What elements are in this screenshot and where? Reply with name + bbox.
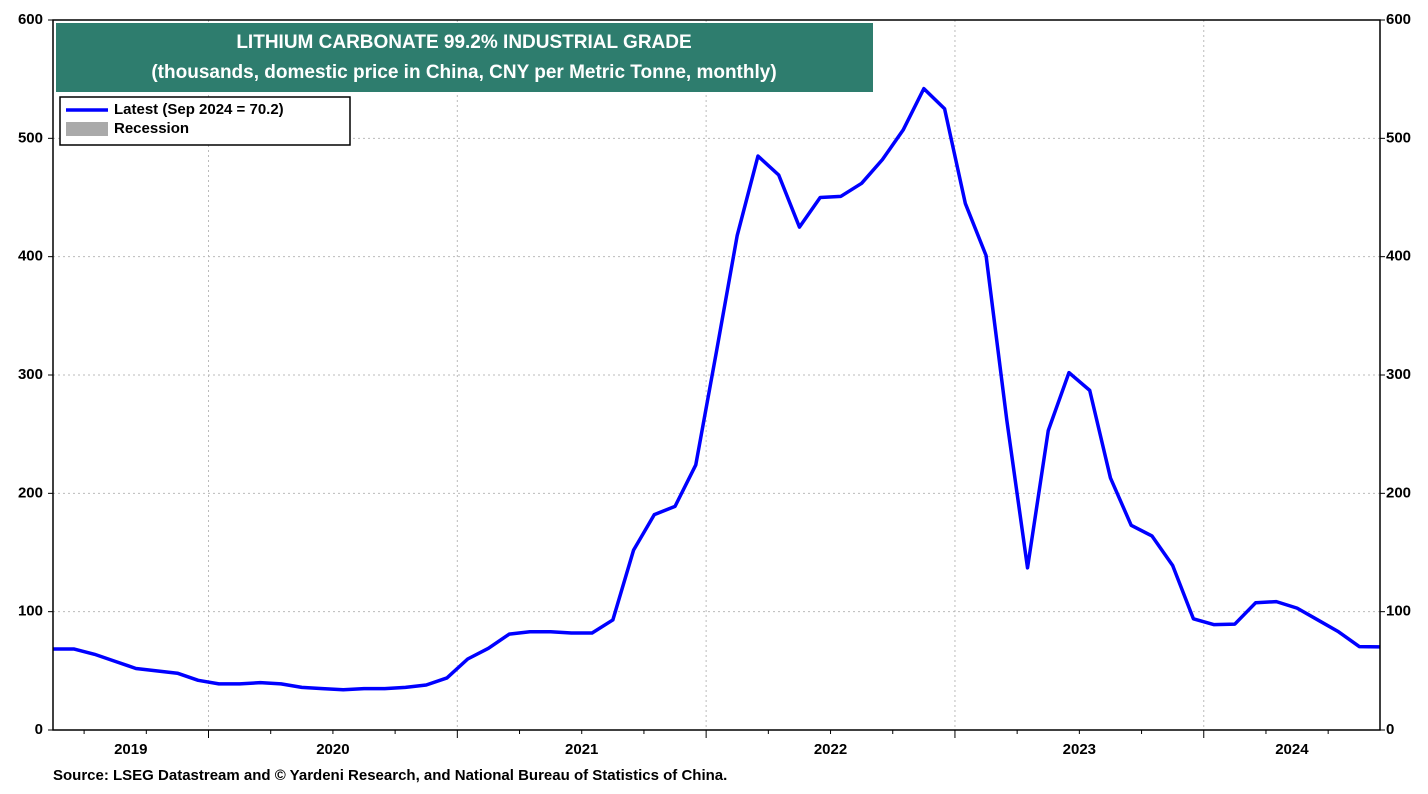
y-tick-label: 200 [18,484,43,501]
y-tick-label: 500 [18,129,43,146]
x-tick-label: 2019 [114,741,147,758]
y-tick-label: 600 [18,11,43,28]
y2-tick-label: 300 [1386,366,1411,383]
x-tick-label: 2021 [565,741,598,758]
legend-label: Recession [114,120,189,137]
chart-title: LITHIUM CARBONATE 99.2% INDUSTRIAL GRADE [236,32,691,53]
y2-tick-label: 500 [1386,129,1411,146]
line-series [53,86,1381,692]
y2-tick-label: 100 [1386,603,1411,620]
x-tick-label: 2023 [1063,741,1096,758]
plot-frame [52,19,1381,731]
y-tick-label: 100 [18,603,43,620]
x-tick-label: 2022 [814,741,847,758]
source-note: Source: LSEG Datastream and © Yardeni Re… [53,767,727,784]
x-tick-label: 2024 [1275,741,1309,758]
y-tick-label: 300 [18,366,43,383]
y2-tick-label: 600 [1386,11,1411,28]
y-tick-label: 0 [35,721,43,738]
title-box [56,23,873,92]
y2-tick-label: 0 [1386,721,1394,738]
y2-tick-label: 400 [1386,248,1411,265]
chart-subtitle: (thousands, domestic price in China, CNY… [151,62,776,83]
y2-tick-label: 200 [1386,484,1411,501]
legend-swatch [66,122,108,136]
legend-label: Latest (Sep 2024 = 70.2) [114,101,284,118]
x-tick-label: 2020 [316,741,349,758]
y-tick-label: 400 [18,248,43,265]
legend-box [59,96,351,146]
